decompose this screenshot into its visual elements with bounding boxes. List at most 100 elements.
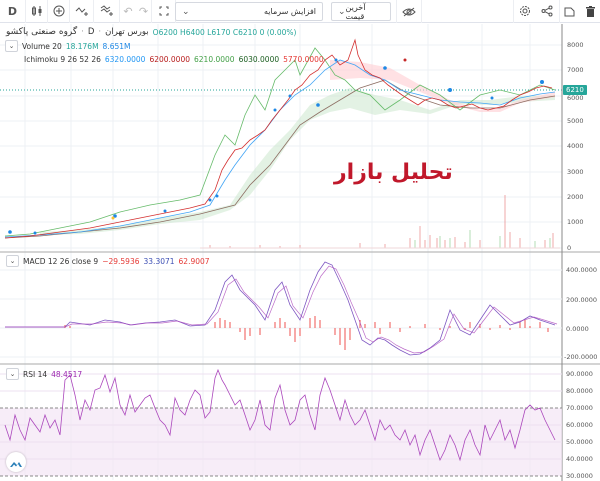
macd-axis-label: 400.0000: [566, 266, 598, 274]
open-label: O: [152, 27, 159, 37]
price-axis-label: 1000: [567, 218, 584, 226]
volume-ma-value: 8.651M: [102, 41, 131, 51]
event-markers: [8, 58, 544, 235]
volume-value: 18.176M: [65, 41, 99, 51]
price-axis-label: 3000: [567, 168, 584, 176]
macd-axis-label: 200.0000: [566, 296, 598, 304]
interval-label: D: [7, 4, 18, 18]
event-marker-red: [403, 58, 407, 62]
capital-increase-label: افزایش سرمایه: [263, 7, 316, 16]
ichimoku-span-a-value: 6030.0000: [238, 55, 280, 64]
fullscreen-button[interactable]: [152, 0, 176, 23]
collapse-legend-button[interactable]: ⌄: [5, 40, 18, 52]
chevron-down-icon: ⌄: [182, 6, 190, 17]
price-axis-label: 6000: [567, 94, 584, 102]
macd-signal-value: 62.9007: [178, 256, 210, 266]
capital-increase-select[interactable]: ⌄ افزایش سرمایه: [175, 2, 323, 21]
ichimoku-lagging-value: 6210.0000: [194, 55, 235, 64]
indicators-icon: [75, 5, 89, 17]
legend-interval: D: [87, 27, 95, 37]
symbol-name: گروه صنعتی پاکشو: [6, 27, 78, 37]
low-label: L: [207, 27, 212, 37]
trash-icon: [585, 2, 595, 21]
rsi-label: RSI 14: [23, 369, 48, 379]
high-label: H: [180, 27, 186, 37]
hide-button[interactable]: [396, 0, 422, 23]
rsi-legend: ⌄ RSI 14 48.4517: [6, 368, 82, 380]
share-button[interactable]: [536, 0, 558, 23]
ichimoku-cloud-green: [40, 88, 555, 235]
chart-canvas[interactable]: [0, 24, 600, 481]
chart-type-button[interactable]: [26, 0, 48, 23]
price-axis-label: 7000: [567, 66, 584, 74]
collapse-rsi-button[interactable]: ⌄: [6, 368, 19, 380]
main-legend: گروه صنعتی پاکشو · D · بورس تهران O6200 …: [6, 27, 296, 37]
macd-line: [5, 261, 556, 356]
compare-button[interactable]: [48, 0, 70, 23]
rsi-axis-label: 30.0000: [566, 472, 593, 480]
high-value: 6400: [185, 27, 205, 37]
templates-button[interactable]: [94, 0, 120, 23]
candles-icon: [31, 5, 43, 17]
current-price-tag: 6210: [563, 85, 587, 95]
rsi-axis-label: 80.0000: [566, 387, 593, 395]
ichimoku-cloud-red: [330, 60, 555, 112]
indicators-button[interactable]: [70, 0, 94, 23]
rsi-axis-label: 90.0000: [566, 370, 593, 378]
macd-gridlines: [0, 269, 562, 358]
macd-signal-line: [5, 265, 558, 354]
price-axis-label: 0: [567, 244, 572, 252]
delete-button[interactable]: [580, 0, 600, 23]
add-compare-icon: [53, 5, 65, 17]
price-type-label: آخرین قیمت: [345, 2, 366, 21]
ichimoku-legend: Ichimoku 9 26 52 26 6320.0000 6200.0000 …: [24, 55, 324, 64]
price-type-select[interactable]: ⌄ آخرین قیمت: [331, 2, 391, 21]
settings-icon: [519, 2, 531, 21]
price-axis-label: 5000: [567, 117, 584, 125]
price-line: [4, 38, 553, 239]
low-value: 6170: [211, 27, 231, 37]
rsi-line: [4, 368, 556, 462]
macd-histogram: [64, 316, 549, 350]
close-label: C: [232, 27, 239, 37]
close-value: 6210: [238, 27, 258, 37]
open-value: 6200: [158, 27, 178, 37]
settings-button[interactable]: [513, 0, 535, 23]
macd-axis-label: -200.0000: [564, 353, 598, 361]
event-marker-yellow: [111, 216, 115, 220]
rsi-gridlines: [0, 373, 562, 460]
ichimoku-lagging-span: [4, 47, 556, 237]
watermark-text: تحلیل بازار: [334, 160, 453, 185]
interval-button[interactable]: D: [0, 0, 26, 23]
fullscreen-icon: [159, 6, 169, 16]
volume-legend: ⌄ Volume 20 18.176M 8.651M: [5, 40, 131, 52]
price-axis-label: 8000: [567, 41, 584, 49]
rsi-axis-label: 40.0000: [566, 455, 593, 463]
share-icon: [541, 2, 553, 21]
logo-icon: [10, 453, 22, 472]
redo-icon: ↷: [138, 4, 149, 18]
macd-label: MACD 12 26 close 9: [23, 256, 99, 266]
macd-value: 33.3071: [143, 256, 175, 266]
ichimoku-conversion-value: 6320.0000: [104, 55, 146, 64]
rsi-axis-label: 60.0000: [566, 421, 593, 429]
separator: ·: [81, 27, 84, 37]
ohlc-values: O6200 H6400 L6170 C6210 0 (0.00%): [153, 28, 297, 37]
undo-button[interactable]: ↶: [120, 0, 136, 23]
top-toolbar: D ↶ ↷ ⌄ افزایش سرمایه ⌄ آخرین قیمت: [0, 0, 600, 23]
exchange-name: بورس تهران: [105, 27, 149, 37]
hide-icon: [402, 2, 416, 21]
snapshot-button[interactable]: [559, 0, 579, 23]
tradingview-logo[interactable]: [6, 452, 26, 472]
macd-axis-label: 0.0000: [566, 325, 589, 333]
rsi-value: 48.4517: [51, 369, 83, 379]
collapse-macd-button[interactable]: ⌄: [6, 255, 19, 267]
chevron-down-icon: ⌄: [338, 6, 346, 17]
undo-icon: ↶: [123, 4, 133, 18]
redo-button[interactable]: ↷: [136, 0, 152, 23]
ichimoku-conversion-line: [4, 59, 556, 238]
rsi-axis-label: 70.0000: [566, 404, 593, 412]
templates-icon: [100, 5, 114, 17]
volume-label: Volume 20: [22, 41, 62, 51]
rsi-axis-label: 50.0000: [566, 438, 593, 446]
